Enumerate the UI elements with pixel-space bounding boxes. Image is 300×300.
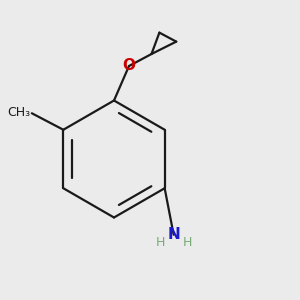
Text: H: H xyxy=(182,236,192,249)
Text: H: H xyxy=(155,236,165,249)
Text: O: O xyxy=(122,58,136,74)
Text: CH₃: CH₃ xyxy=(7,106,30,119)
Text: N: N xyxy=(167,227,180,242)
